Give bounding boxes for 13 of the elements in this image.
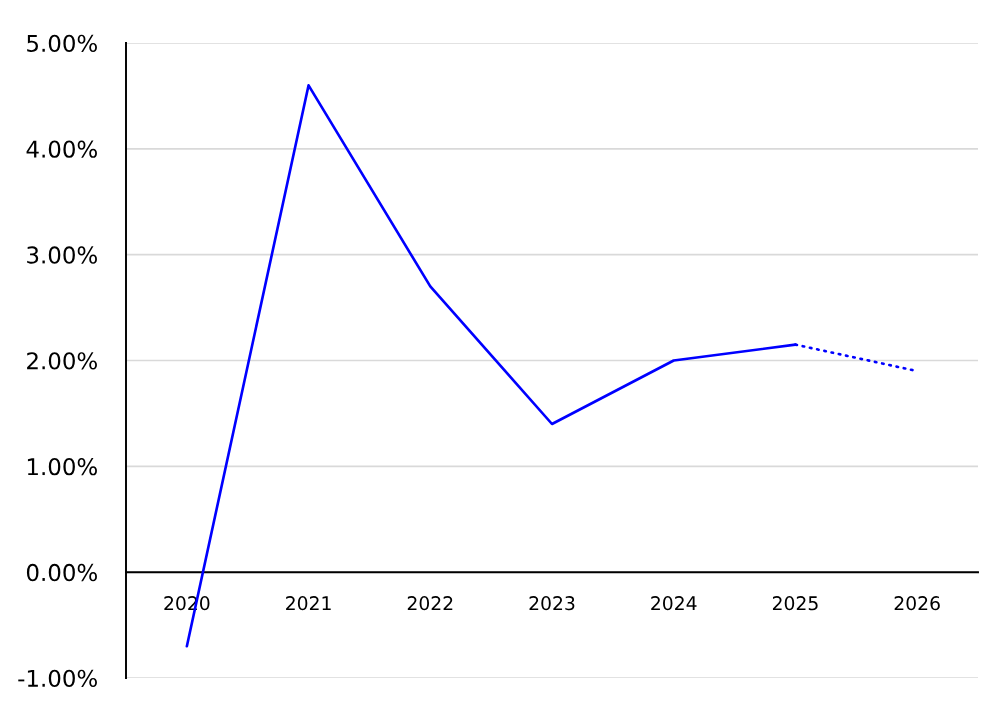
y-tick-label: 0.00% xyxy=(26,563,97,582)
y-tick-label: 3.00% xyxy=(27,246,97,264)
x-tick-label: 2022 xyxy=(407,596,453,611)
y-tick-label: 4.00% xyxy=(26,140,97,158)
x-tick-label: 2026 xyxy=(894,596,940,611)
y-tick-label: 5.00% xyxy=(27,34,97,53)
y-tick-label: 1.00% xyxy=(27,458,97,476)
y-tick-label: 2.00% xyxy=(27,352,97,370)
x-tick-label: 2024 xyxy=(651,596,697,611)
x-tick-label: 2025 xyxy=(772,596,818,611)
y-tick-label: -1.00% xyxy=(18,669,97,688)
x-tick-label: 2021 xyxy=(286,596,331,611)
x-tick-label: 2023 xyxy=(529,596,575,611)
